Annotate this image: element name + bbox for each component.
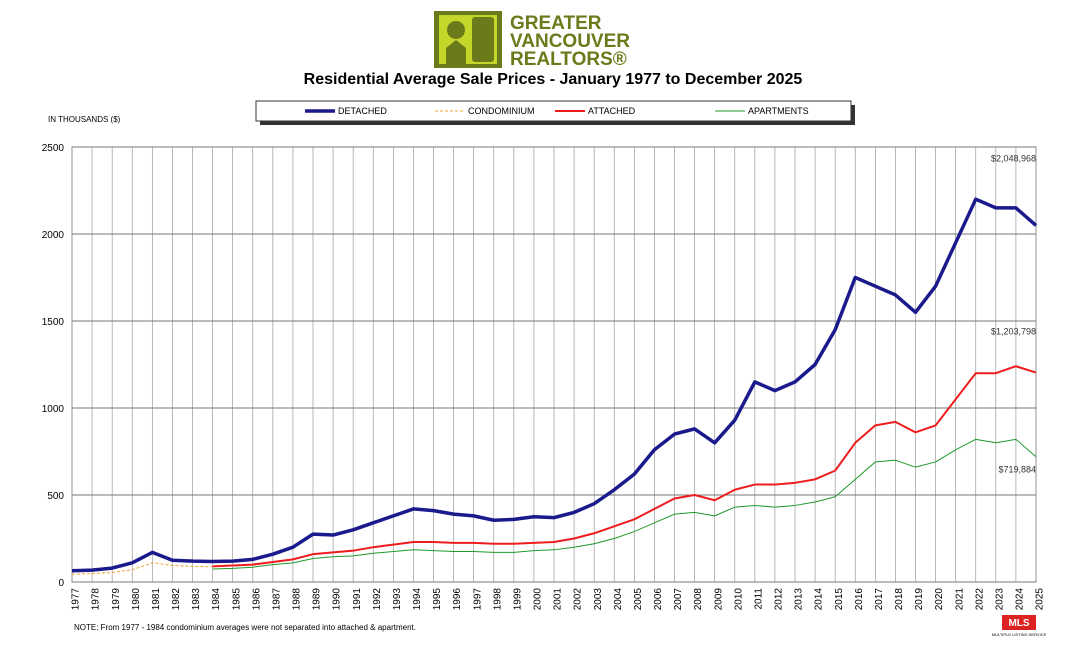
x-tick-label: 2014	[814, 588, 825, 611]
x-tick-label: 2008	[693, 588, 704, 611]
y-tick-label: 2500	[42, 143, 65, 154]
y-tick-label: 0	[58, 578, 64, 589]
x-tick-label: 2019	[914, 588, 925, 611]
x-tick-label: 1987	[271, 588, 282, 611]
series-line	[212, 438, 1037, 570]
mls-logo-text: MLS	[1008, 618, 1029, 629]
x-tick-label: 1989	[312, 588, 323, 611]
x-tick-label: 2007	[673, 588, 684, 611]
data-label: $719,884	[998, 465, 1036, 475]
y-tick-label: 1000	[42, 404, 65, 415]
x-tick-label: 2023	[994, 588, 1005, 611]
legend-label: DETACHED	[338, 106, 387, 116]
x-tick-label: 2001	[553, 588, 564, 611]
x-tick-label: 1985	[231, 588, 242, 611]
x-tick-label: 2020	[934, 588, 945, 611]
x-tick-label: 1988	[292, 588, 303, 611]
series-line	[71, 562, 213, 575]
x-tick-label: 1979	[111, 588, 122, 611]
x-tick-label: 2006	[653, 588, 664, 611]
x-tick-label: 1983	[191, 588, 202, 611]
x-tick-label: 1996	[452, 588, 463, 611]
x-tick-label: 2003	[593, 588, 604, 611]
legend-label: APARTMENTS	[748, 106, 809, 116]
data-label: $1,203,798	[991, 327, 1036, 337]
legend-label: ATTACHED	[588, 106, 636, 116]
brand-text: VANCOUVER	[510, 31, 630, 52]
x-tick-label: 2000	[533, 588, 544, 611]
x-tick-label: 1991	[352, 588, 363, 611]
x-tick-label: 2002	[573, 588, 584, 611]
x-tick-label: 1984	[211, 588, 222, 611]
x-tick-label: 1980	[131, 588, 142, 611]
x-tick-label: 2004	[613, 588, 624, 611]
x-tick-label: 2024	[1015, 588, 1026, 611]
legend	[255, 100, 852, 122]
x-tick-label: 1999	[512, 588, 523, 611]
x-tick-label: 1992	[372, 588, 383, 611]
x-tick-label: 2017	[874, 588, 885, 611]
mls-logo	[1002, 615, 1036, 630]
x-tick-label: 2009	[713, 588, 724, 611]
mls-caption: MULTIPLE LISTING SERVICE	[992, 632, 1047, 637]
chart-title: Residential Average Sale Prices - Januar…	[304, 71, 803, 88]
y-tick-label: 500	[47, 491, 64, 502]
x-tick-label: 2018	[894, 588, 905, 611]
x-tick-label: 1994	[412, 588, 423, 611]
x-tick-label: 2021	[954, 588, 965, 611]
y-axis-label: IN THOUSANDS ($)	[48, 115, 121, 124]
x-tick-label: 1990	[332, 588, 343, 611]
logo-icon	[446, 40, 466, 64]
y-tick-label: 1500	[42, 317, 65, 328]
x-tick-label: 2005	[633, 588, 644, 611]
data-label: $2,048,968	[991, 153, 1036, 163]
x-tick-label: 1997	[472, 588, 483, 611]
x-tick-label: 1982	[171, 588, 182, 611]
note: NOTE: From 1977 - 1984 condominium avera…	[74, 623, 416, 632]
x-tick-label: 1986	[251, 588, 262, 611]
x-tick-label: 1995	[432, 588, 443, 611]
legend-label: CONDOMINIUM	[468, 106, 535, 116]
x-tick-label: 1981	[151, 588, 162, 611]
x-tick-label: 2010	[733, 588, 744, 611]
x-tick-label: 1993	[392, 588, 403, 611]
series-line	[71, 197, 1038, 573]
logo-icon	[447, 21, 465, 39]
x-tick-label: 2012	[774, 588, 785, 611]
x-tick-label: 2022	[974, 588, 985, 611]
brand-text: GREATER	[510, 13, 602, 34]
x-tick-label: 2015	[834, 588, 845, 611]
x-tick-label: 2013	[794, 588, 805, 611]
x-tick-label: 1977	[71, 588, 82, 611]
brand-text: REALTORS®	[510, 49, 627, 70]
x-tick-label: 2011	[753, 588, 764, 610]
y-tick-label: 2000	[42, 230, 65, 241]
x-tick-label: 2025	[1035, 588, 1046, 611]
x-tick-label: 1978	[91, 588, 102, 611]
logo-icon	[472, 17, 494, 62]
series-line	[212, 365, 1037, 568]
x-tick-label: 1998	[492, 588, 503, 611]
x-tick-label: 2016	[854, 588, 865, 611]
